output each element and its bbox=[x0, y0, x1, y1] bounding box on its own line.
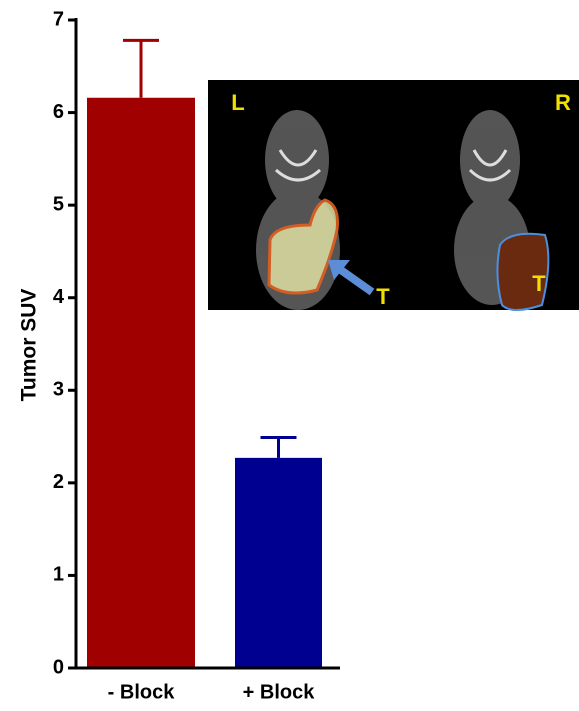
x-tick-label: + Block bbox=[243, 681, 316, 703]
y-tick-label: 6 bbox=[53, 101, 64, 123]
y-tick-label: 4 bbox=[53, 286, 65, 308]
inset-image bbox=[208, 80, 579, 311]
bar bbox=[235, 457, 322, 668]
inset-label: R bbox=[555, 90, 571, 115]
x-tick-label: - Block bbox=[108, 681, 176, 703]
inset-label: L bbox=[231, 90, 244, 115]
y-tick-label: 0 bbox=[53, 656, 64, 678]
y-tick-label: 2 bbox=[53, 471, 64, 493]
y-axis-label: Tumor SUV bbox=[18, 289, 41, 402]
y-tick-label: 7 bbox=[53, 8, 64, 30]
bar bbox=[87, 97, 195, 668]
y-tick-label: 1 bbox=[53, 564, 64, 586]
y-tick-label: 3 bbox=[53, 379, 64, 401]
inset-label: T bbox=[532, 271, 546, 296]
y-tick-label: 5 bbox=[53, 193, 64, 215]
inset-label: T bbox=[376, 284, 390, 309]
